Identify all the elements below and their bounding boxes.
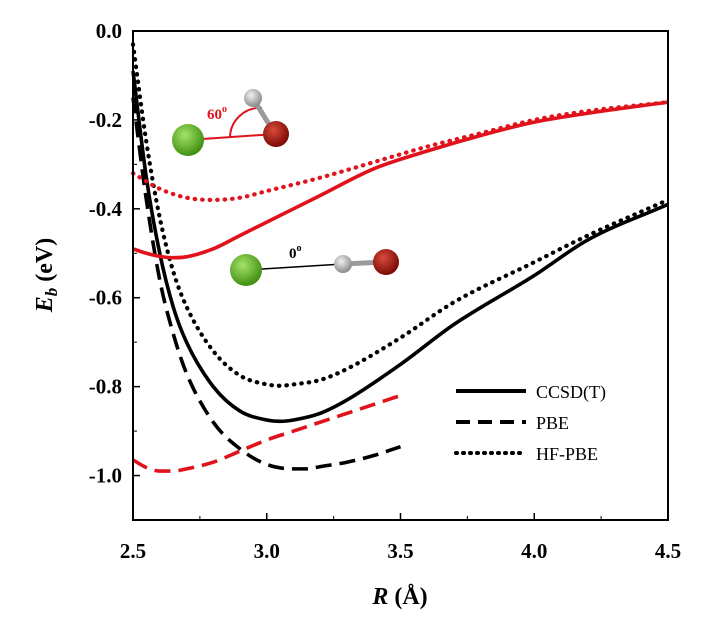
y-tick-label: 0.0 — [96, 19, 122, 43]
series-line-0deg-pbe — [131, 97, 402, 471]
series-line-60deg-ccsdt — [132, 100, 669, 260]
y-tick-label: -0.2 — [89, 108, 122, 132]
series-line-0deg-hfpbe — [130, 42, 671, 388]
y-tick-label: -1.0 — [89, 464, 122, 488]
angle-arc — [229, 106, 263, 138]
legend-label-pbe: PBE — [536, 413, 569, 433]
x-axis-unit: (Å) — [388, 584, 427, 610]
y-axis-title: Eb (eV) — [32, 238, 61, 313]
y-tick-label: -0.6 — [89, 286, 122, 310]
legend-label-ccsdt: CCSD(T) — [536, 382, 606, 403]
x-tick-label: 2.5 — [120, 539, 146, 563]
green-atom-60 — [172, 124, 204, 156]
gray-atom-60 — [244, 89, 262, 107]
red-atom-60 — [263, 121, 289, 147]
y-axis-unit: (eV) — [32, 238, 58, 288]
x-axis-var: R — [371, 584, 388, 610]
x-tick-label: 4.0 — [521, 539, 547, 563]
series-line-60deg-hfpbe — [130, 100, 671, 203]
legend-label-hfpbe: HF-PBE — [536, 444, 598, 464]
y-axis-sub: b — [42, 288, 61, 297]
y-axis-var: E — [32, 296, 58, 313]
green-atom-0 — [230, 254, 262, 286]
angle-label-0: 0o — [289, 243, 302, 262]
angle-label-60: 60o — [207, 104, 227, 123]
bond-line-0 — [245, 263, 344, 271]
series-line-60deg-pbe — [132, 393, 402, 473]
molecule-60-degree: 60o — [172, 89, 289, 156]
series-group — [130, 42, 671, 473]
x-tick-label: 3.5 — [387, 539, 413, 563]
series-line-0deg-ccsdt — [131, 70, 669, 424]
legend: CCSD(T) PBE HF-PBE — [454, 382, 606, 464]
gray-atom-0 — [334, 255, 352, 273]
y-tick-label: -0.8 — [89, 375, 122, 399]
x-axis-title: R (Å) — [371, 584, 427, 610]
molecule-0-degree: 0o — [230, 243, 399, 286]
x-tick-label: 3.0 — [254, 539, 280, 563]
y-tick-label: -0.4 — [89, 197, 123, 221]
red-atom-0 — [373, 249, 399, 275]
x-tick-label: 4.5 — [655, 539, 681, 563]
